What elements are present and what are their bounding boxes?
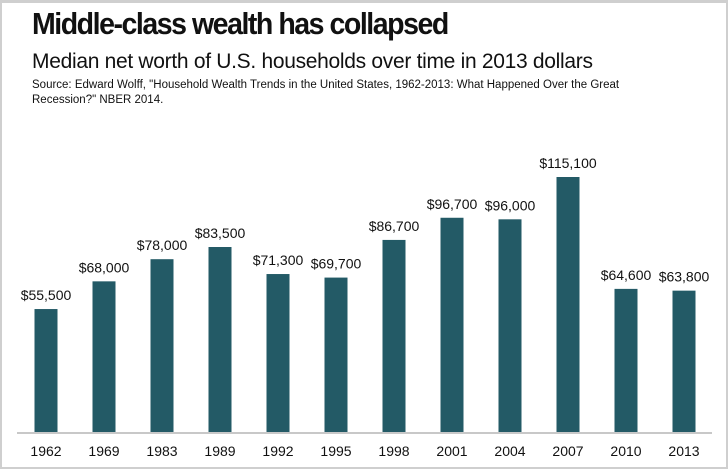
bar-2001 — [440, 217, 464, 432]
x-tick-label: 2007 — [552, 443, 583, 459]
bar-1989 — [208, 247, 232, 432]
bar-1969 — [92, 281, 116, 432]
data-label: $55,500 — [21, 287, 72, 303]
data-label: $86,700 — [369, 218, 420, 234]
x-tick-label: 2013 — [668, 443, 699, 459]
bar-1983 — [150, 259, 174, 432]
bar-1962 — [34, 309, 58, 432]
data-label: $96,700 — [427, 196, 478, 212]
x-tick-label: 1995 — [320, 443, 351, 459]
x-tick-label: 1992 — [262, 443, 293, 459]
bar-1998 — [382, 239, 406, 432]
chart-subtitle: Median net worth of U.S. households over… — [32, 50, 593, 73]
x-tick-label: 1962 — [30, 443, 61, 459]
x-tick-label: 2010 — [610, 443, 641, 459]
bar-2013 — [672, 290, 696, 432]
data-label: $64,600 — [601, 267, 652, 283]
x-tick-label: 1983 — [146, 443, 177, 459]
chart-title: Middle-class wealth has collapsed — [32, 6, 449, 41]
data-label: $83,500 — [195, 225, 246, 241]
data-label: $63,800 — [659, 269, 710, 285]
bar-2010 — [614, 288, 638, 432]
x-tick-label: 2001 — [436, 443, 467, 459]
x-tick-label: 1998 — [378, 443, 409, 459]
data-label: $78,000 — [137, 237, 188, 253]
data-label: $96,000 — [485, 197, 536, 213]
data-label: $115,100 — [539, 155, 597, 171]
bar-1995 — [324, 277, 348, 432]
x-tick-label: 2004 — [494, 443, 525, 459]
x-tick-label: 1989 — [204, 443, 235, 459]
data-label: $69,700 — [311, 256, 362, 272]
bar-2007 — [556, 177, 580, 432]
x-tick-label: 1969 — [88, 443, 119, 459]
bar-2004 — [498, 219, 522, 432]
chart-source: Source: Edward Wolff, "Household Wealth … — [32, 79, 620, 106]
data-label: $68,000 — [79, 259, 130, 275]
bar-1992 — [266, 274, 290, 432]
data-label: $71,300 — [253, 252, 304, 268]
